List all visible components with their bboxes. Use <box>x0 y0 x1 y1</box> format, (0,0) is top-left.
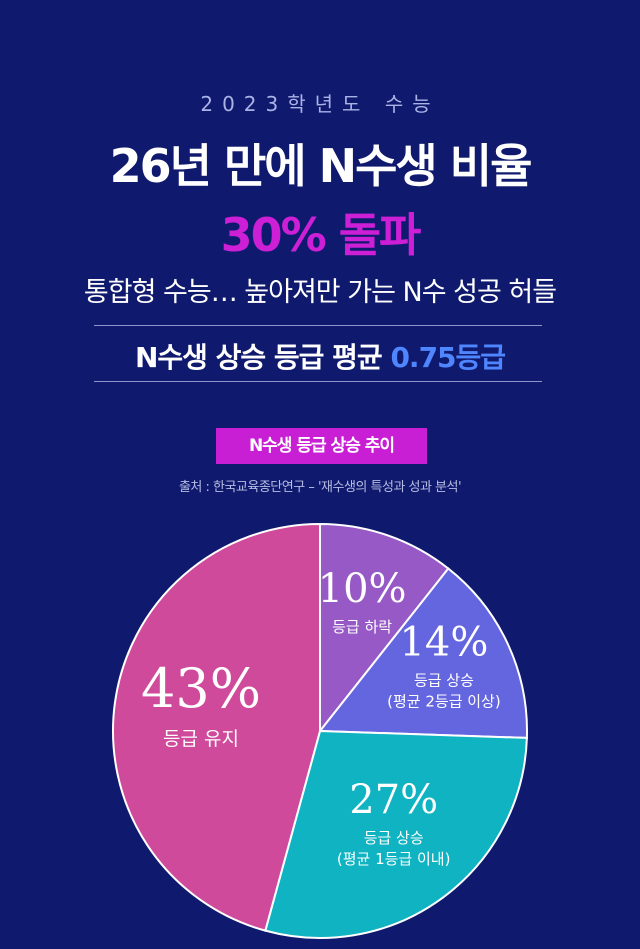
slice-value-label: 27% <box>349 777 438 823</box>
divider-bottom <box>94 381 542 382</box>
slice-sublabel: (평균 1등급 이내) <box>337 850 451 868</box>
stat-value: 0.75등급 <box>390 341 506 374</box>
slice-category-label: 등급 유지 <box>163 728 239 750</box>
pie-slice-4 <box>112 522 321 932</box>
slice-sublabel: (평균 2등급 이상) <box>387 692 501 710</box>
stat-prefix: N수생 상승 등급 평균 <box>134 341 391 374</box>
slice-category-label: 등급 하락 <box>332 618 392 636</box>
divider-top <box>94 325 542 326</box>
headline-line-1: 26년 만에 N수생 비율 <box>109 139 533 193</box>
slice-value-label: 14% <box>399 619 488 665</box>
source-note: 출처 : 한국교육종단연구 – '재수생의 특성과 성과 분석' <box>178 480 462 495</box>
pie-chart: 10% 등급 하락 14% 등급 상승 (평균 2등급 이상) 27% 등급 상승 (평균 1… <box>112 522 528 939</box>
stat-line: N수생 상승 등급 평균 0.75등급 <box>0 336 640 376</box>
slice-value-label: 10% <box>318 566 407 612</box>
subtitle: 통합형 수능… 높아져만 가는 N수 성공 허들 <box>83 277 557 308</box>
slice-category-label: 등급 상승 <box>414 671 474 689</box>
slice-category-label: 등급 상승 <box>364 829 424 847</box>
headline-line-2: 30% 돌파 <box>220 208 422 262</box>
pie-slice-3 <box>264 729 528 939</box>
pie-slice-1 <box>319 522 450 734</box>
pie-slice-2 <box>317 567 528 739</box>
kicker-text: 2023학년도 수능 <box>200 92 440 116</box>
chart-title-badge: N수생 등급 상승 추이 <box>216 428 427 464</box>
slice-value-label: 43% <box>141 657 261 720</box>
